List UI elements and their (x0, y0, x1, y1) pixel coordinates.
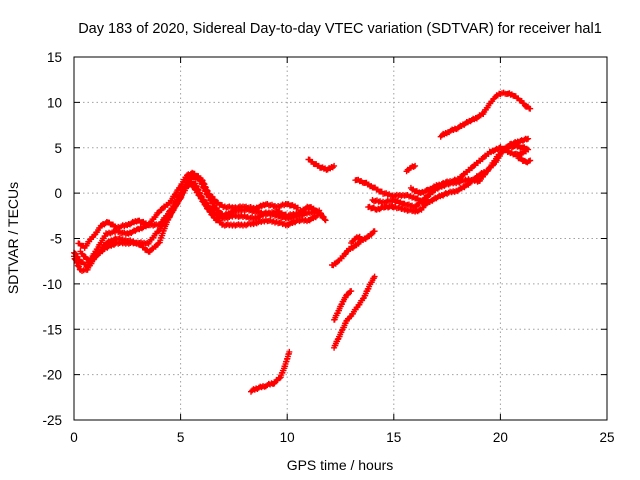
series-track-o (403, 162, 419, 175)
y-tick-label: -25 (42, 413, 62, 428)
series-markers (369, 135, 532, 211)
series-markers (331, 273, 378, 351)
series-track-l (369, 135, 532, 211)
y-tick-label: -15 (42, 322, 62, 337)
y-tick-label: 0 (54, 186, 62, 201)
ticks (73, 56, 608, 421)
x-tick-label: 25 (599, 430, 614, 445)
chart-title: Day 183 of 2020, Sidereal Day-to-day VTE… (78, 21, 602, 37)
x-axis-label: GPS time / hours (287, 457, 394, 473)
series-markers (71, 180, 320, 274)
y-axis-label: SDTVAR / TECUs (5, 182, 21, 294)
series-track-d (77, 178, 329, 264)
series-markers (305, 156, 338, 173)
y-tick-label: 10 (47, 95, 62, 110)
series-markers (407, 144, 529, 196)
y-tick-label: -10 (42, 277, 62, 292)
series-markers (248, 348, 293, 395)
series-track-q (514, 153, 534, 166)
series-markers (437, 89, 534, 140)
y-tick-label: -5 (50, 232, 62, 247)
series-track-n (407, 144, 529, 196)
y-tick-label: -20 (42, 368, 62, 383)
series-track-e (305, 156, 338, 173)
series-markers (77, 178, 329, 264)
y-tick-label: 5 (54, 141, 62, 156)
series-track-i (329, 228, 378, 269)
series-track-m (365, 197, 431, 215)
series-markers (75, 169, 301, 251)
series-track-p (437, 89, 534, 140)
series-markers (514, 153, 534, 166)
series-track-f (248, 348, 293, 395)
series-markers (329, 228, 378, 269)
series-track-j (348, 233, 363, 246)
series-markers (331, 288, 355, 323)
series-track-h (331, 273, 378, 351)
x-tick-label: 20 (493, 430, 508, 445)
x-tick-label: 15 (386, 430, 401, 445)
x-tick-label: 10 (280, 430, 295, 445)
x-tick-label: 5 (177, 430, 185, 445)
x-tick-label: 0 (70, 430, 78, 445)
data-points (71, 89, 534, 395)
series-track-b (71, 180, 320, 274)
series-markers (365, 197, 431, 215)
y-tick-label: 15 (47, 50, 62, 65)
series-track-g (331, 288, 355, 323)
tick-labels: 0 5 10 15 20 25 -25 -20 -15 -10 -5 0 5 10 15 (42, 50, 614, 445)
series-markers (403, 162, 419, 175)
series-track-c (75, 169, 301, 251)
series-markers (348, 233, 363, 246)
